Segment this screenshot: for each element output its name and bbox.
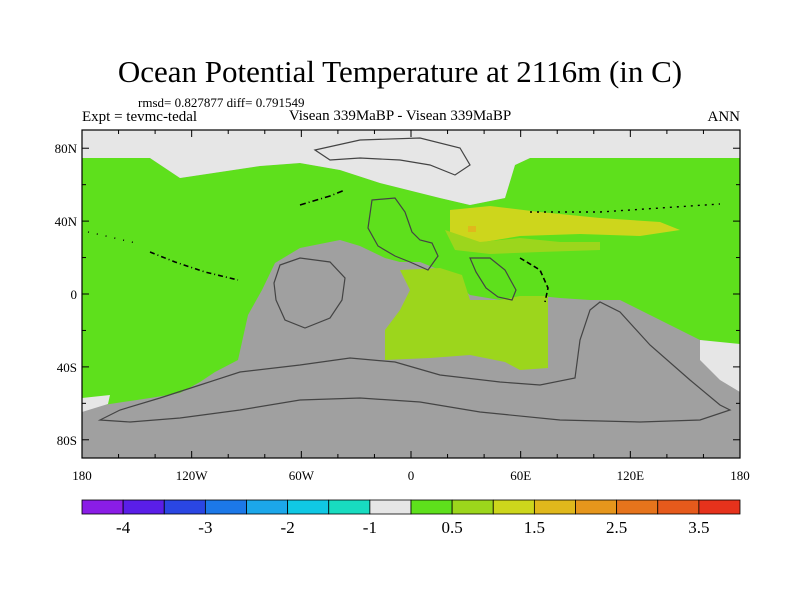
colorbar-box [698, 499, 741, 515]
axis-ticks [81, 130, 741, 458]
land-western-block-outline [273, 257, 346, 329]
coastline-dashes-north-1 [299, 189, 346, 206]
experiment-label: Expt = tevmc-tedal [82, 109, 198, 125]
region-strong-warming-north [450, 206, 680, 243]
coastline-dashes-east [530, 203, 721, 213]
land-siberia-outline [313, 137, 471, 176]
x-tick-label: 120W [176, 468, 209, 483]
colorbar-box [246, 499, 289, 515]
land-gondwana-outline [97, 301, 732, 423]
x-tick-label: 180 [730, 468, 750, 483]
colorbar-label: 0.5 [442, 518, 463, 537]
colorbar-box [122, 499, 165, 515]
colorbar-box [657, 499, 700, 515]
colorbar-label: -1 [363, 518, 377, 537]
colorbar-box [492, 499, 535, 515]
colorbar-box [451, 499, 494, 515]
y-tick-label: 80N [55, 141, 78, 156]
colorbar-label: 2.5 [606, 518, 627, 537]
colorbar-box [410, 499, 453, 515]
colorbar-box [204, 499, 247, 515]
region-near-zero-south-west [82, 395, 110, 412]
y-tick-label: 40N [55, 214, 78, 229]
coastline-dashes-north-2 [149, 251, 239, 281]
region-near-zero-arctic [82, 130, 740, 205]
colorbar-box [287, 499, 330, 515]
region-peak-warming-spot [468, 226, 476, 232]
season-label: ANN [707, 109, 741, 125]
colorbar-box [616, 499, 659, 515]
colorbar-label: 3.5 [688, 518, 709, 537]
axis-labels: 180 120W 60W 0 60E 120E 180 80N 40N 0 40S 80S [55, 141, 750, 483]
x-tick-label: 120E [617, 468, 645, 483]
colorbar-label: -3 [198, 518, 212, 537]
y-tick-label: 40S [57, 360, 77, 375]
colorbar-box [533, 499, 576, 515]
colorbar-label: -2 [281, 518, 295, 537]
x-tick-label: 60W [289, 468, 315, 483]
colorbar-box [81, 499, 124, 515]
rmsd-diff-stats: rmsd= 0.827877 diff= 0.791549 [138, 95, 305, 110]
colorbar-label: -4 [116, 518, 131, 537]
x-tick-label: 180 [72, 468, 92, 483]
colorbar-box [575, 499, 618, 515]
region-moderate-warming-tethys [385, 268, 548, 370]
y-tick-label: 0 [71, 287, 78, 302]
colorbar-label: 1.5 [524, 518, 545, 537]
x-tick-label: 60E [510, 468, 531, 483]
colorbar: -4 -3 -2 -1 0.5 1.5 2.5 3.5 [81, 499, 741, 537]
region-near-zero-south-east [700, 340, 740, 392]
region-moderate-warming-north [445, 230, 600, 254]
colorbar-box [163, 499, 206, 515]
chart-title: Ocean Potential Temperature at 2116m (in… [117, 54, 683, 89]
x-tick-label: 0 [408, 468, 415, 483]
coastline-dashes-kazakh [519, 257, 549, 303]
land-laurussia-outline [367, 197, 439, 271]
y-tick-label: 80S [57, 433, 77, 448]
land-kazakhstania-outline [469, 257, 517, 301]
comparison-label: Visean 339MaBP - Visean 339MaBP [288, 108, 512, 124]
colorbar-box [328, 499, 371, 515]
colorbar-box [369, 499, 412, 515]
